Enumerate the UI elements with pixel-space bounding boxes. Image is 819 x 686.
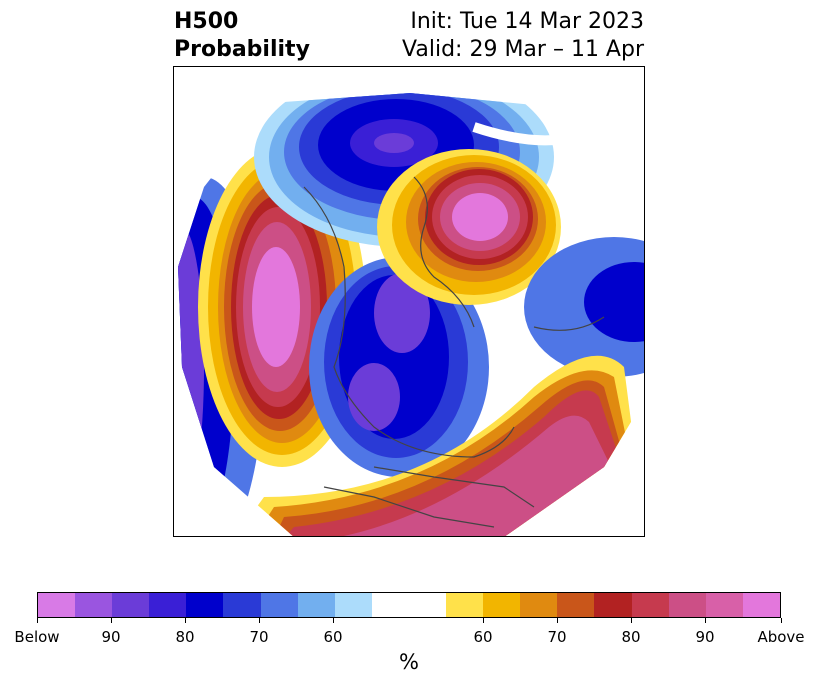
colorbar-tick-mark (781, 618, 782, 623)
map-title: H500 Probability (174, 8, 310, 64)
colorbar-segment (520, 593, 558, 617)
coastlines (303, 176, 605, 528)
colorbar-segment (408, 593, 447, 617)
colorbar-segment (260, 593, 298, 617)
colorbar-tick-label: 80 (175, 628, 195, 646)
colorbar-segment (186, 593, 224, 617)
colorbar-segment (334, 593, 372, 617)
probability-field (178, 93, 644, 536)
colorbar-segment (631, 593, 669, 617)
colorbar-tick-label: 70 (547, 628, 567, 646)
colorbar-tick-label: Below (14, 628, 60, 646)
colorbar-tick-label: 90 (101, 628, 121, 646)
valid-dates: Valid: 29 Mar – 11 Apr (402, 37, 644, 62)
colorbar-tick-label: 80 (621, 628, 641, 646)
colorbar-tick-mark (557, 618, 558, 623)
colorbar-segment (112, 593, 150, 617)
colorbar-units: % (399, 650, 419, 674)
colorbar-tick-mark (705, 618, 706, 623)
probability-map (173, 66, 645, 537)
colorbar-tick-label: 90 (695, 628, 715, 646)
colorbar-segment (742, 593, 780, 617)
colorbar-segment (38, 593, 76, 617)
colorbar-segment (371, 593, 409, 617)
colorbar-tick-mark (631, 618, 632, 623)
colorbar-tick-mark (333, 618, 334, 623)
colorbar-segment (557, 593, 595, 617)
colorbar-segment (297, 593, 335, 617)
colorbar-tick-mark (483, 618, 484, 623)
colorbar-segment (75, 593, 113, 617)
colorbar-tick-label: 60 (473, 628, 493, 646)
colorbar-tick-mark (185, 618, 186, 623)
init-date: Init: Tue 14 Mar 2023 (410, 9, 644, 34)
colorbar-segment (594, 593, 632, 617)
colorbar-segment (705, 593, 743, 617)
colorbar-segment (668, 593, 706, 617)
colorbar-tick-label: 60 (323, 628, 343, 646)
colorbar-tick-mark (259, 618, 260, 623)
colorbar-segment (149, 593, 187, 617)
forecast-dates: Init: Tue 14 Mar 2023 Valid: 29 Mar – 11… (402, 8, 644, 64)
colorbar-segment (483, 593, 521, 617)
map-graphic (178, 93, 644, 536)
colorbar-segment (223, 593, 261, 617)
colorbar-segment (446, 593, 484, 617)
colorbar-tick-mark (37, 618, 38, 623)
colorbar-tick-label: Above (757, 628, 805, 646)
colorbar (37, 592, 781, 618)
colorbar-tick-label: 70 (249, 628, 269, 646)
colorbar-tick-mark (111, 618, 112, 623)
title-line-2: Probability (174, 37, 310, 62)
title-line-1: H500 (174, 9, 239, 34)
